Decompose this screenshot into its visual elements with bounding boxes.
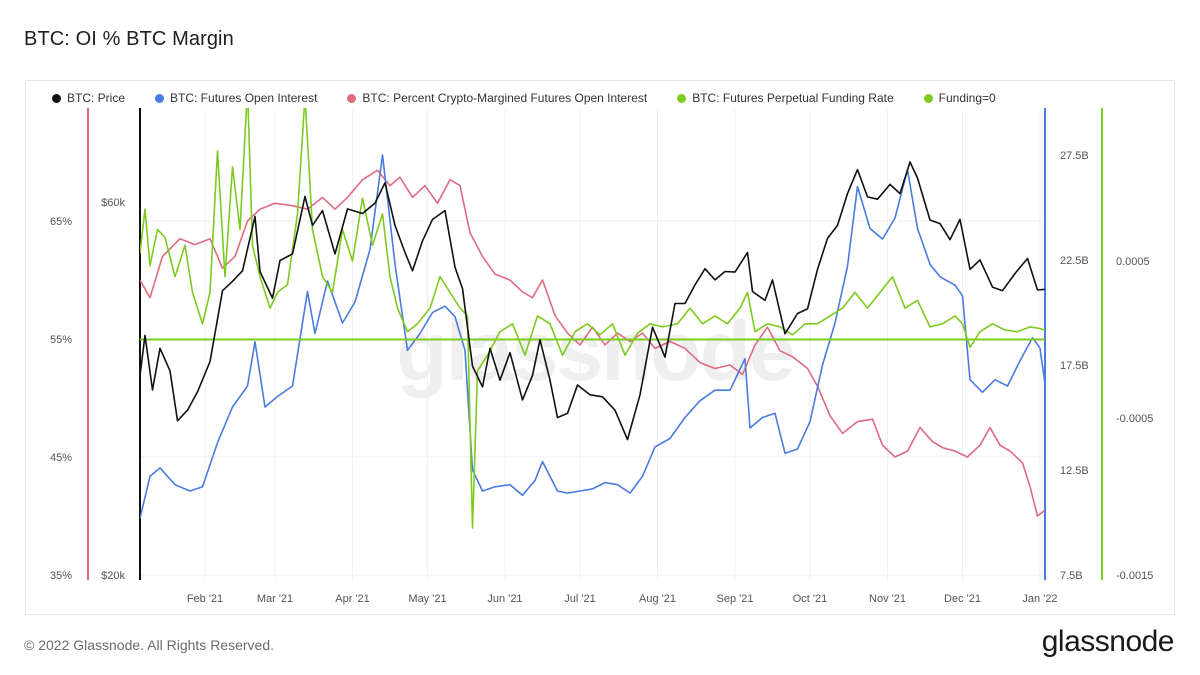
price-axis-tick: $60k [101, 197, 125, 209]
x-tick-label: Jun '21 [487, 593, 522, 605]
x-tick-label: Apr '21 [335, 593, 370, 605]
x-tick-label: Sep '21 [717, 593, 754, 605]
x-tick-label: Feb '21 [187, 593, 223, 605]
oi-axis-tick: 22.5B [1060, 255, 1089, 267]
legend-label-open-interest: BTC: Futures Open Interest [170, 91, 318, 105]
watermark-text: glassnode [396, 304, 793, 398]
oi-axis-tick: 17.5B [1060, 360, 1089, 372]
x-tick-label: Jul '21 [564, 593, 595, 605]
legend-dot-percent-crypto-margined [347, 93, 357, 103]
oi-axis-tick: 12.5B [1060, 465, 1089, 477]
legend-dot-open-interest [155, 93, 165, 103]
pct-axis-tick: 55% [50, 334, 72, 346]
pct-axis-tick: 65% [50, 216, 72, 228]
chart-legend: BTC: Price BTC: Futures Open Interest BT… [52, 91, 1026, 105]
legend-label-funding-rate: BTC: Futures Perpetual Funding Rate [692, 91, 894, 105]
glassnode-logo: glassnode [1041, 625, 1175, 658]
oi-axis-tick: 7.5B [1060, 570, 1083, 582]
legend-dot-funding-rate [677, 93, 687, 103]
funding-axis-tick: -0.0005 [1116, 413, 1153, 425]
page-title: BTC: OI % BTC Margin [24, 28, 234, 50]
x-tick-label: May '21 [408, 593, 446, 605]
legend-item-open-interest[interactable]: BTC: Futures Open Interest [155, 91, 317, 105]
legend-label-funding-zero: Funding=0 [938, 91, 996, 105]
oi-axis-tick: 27.5B [1060, 150, 1089, 162]
legend-dot-funding-zero [923, 93, 933, 103]
x-tick-label: Oct '21 [793, 593, 828, 605]
legend-label-price: BTC: Price [67, 91, 126, 105]
x-tick-label: Dec '21 [944, 593, 981, 605]
legend-item-percent-crypto-margined[interactable]: BTC: Percent Crypto-Margined Futures Ope… [347, 91, 647, 105]
legend-dot-price [52, 93, 61, 103]
pct-axis-tick: 45% [50, 452, 72, 464]
price-axis-tick: $20k [101, 570, 125, 582]
chart-frame [25, 80, 1175, 615]
series-line-price [140, 161, 1045, 441]
copyright-text: © 2022 Glassnode. All Rights Reserved. [24, 637, 275, 653]
pct-axis-tick: 35% [50, 570, 72, 582]
series-line-funding-rate [140, 108, 1045, 529]
legend-item-funding-zero[interactable]: Funding=0 [923, 91, 996, 105]
x-tick-label: Jan '22 [1022, 593, 1057, 605]
legend-item-price[interactable]: BTC: Price [52, 91, 125, 105]
legend-item-funding-rate[interactable]: BTC: Futures Perpetual Funding Rate [677, 91, 894, 105]
x-tick-label: Nov '21 [869, 593, 906, 605]
funding-axis-tick: -0.0015 [1116, 570, 1153, 582]
x-tick-label: Mar '21 [257, 593, 293, 605]
legend-label-percent-crypto-margined: BTC: Percent Crypto-Margined Futures Ope… [362, 91, 648, 105]
funding-axis-tick: 0.0005 [1116, 256, 1150, 268]
x-tick-label: Aug '21 [639, 593, 676, 605]
